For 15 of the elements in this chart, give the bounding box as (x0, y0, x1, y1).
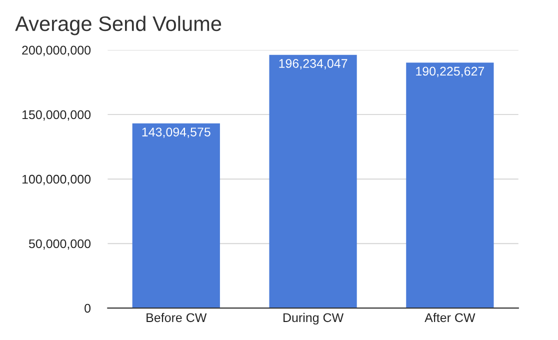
y-tick-label: 100,000,000 (22, 174, 91, 186)
y-tick-label: 0 (84, 304, 91, 313)
chart-title: Average Send Volume (15, 16, 222, 36)
bar (269, 54, 357, 308)
x-tick-label: During CW (284, 312, 344, 325)
bar (132, 123, 220, 308)
data-label: 190,225,627 (416, 66, 484, 78)
y-tick-label: 50,000,000 (28, 239, 91, 250)
bar (406, 62, 494, 308)
y-tick-label: 200,000,000 (22, 46, 91, 56)
data-label: 196,234,047 (279, 59, 348, 70)
y-tick-label: 150,000,000 (22, 110, 91, 121)
x-tick-label: After CW (424, 312, 476, 322)
data-label: 143,094,575 (142, 128, 210, 138)
x-tick-label: Before CW (146, 312, 207, 322)
